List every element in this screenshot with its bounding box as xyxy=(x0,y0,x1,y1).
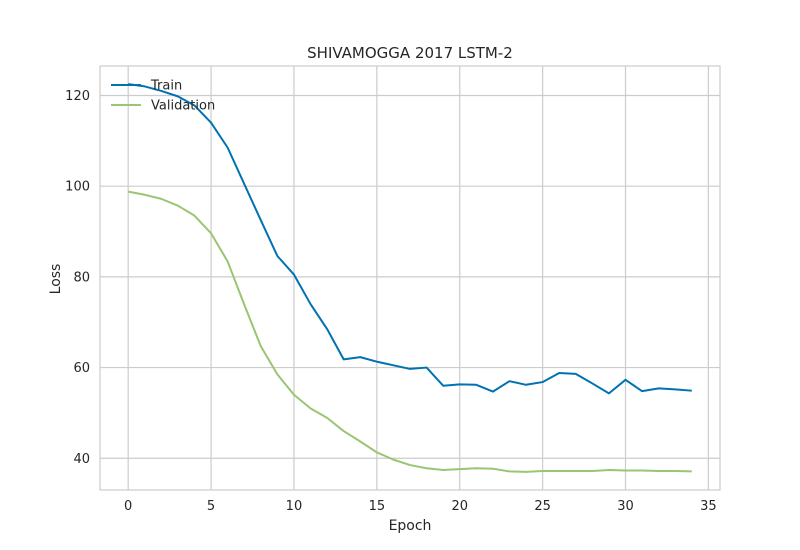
x-axis-title: Epoch xyxy=(389,518,432,534)
x-tick-label: 5 xyxy=(207,499,215,514)
x-tick-label: 30 xyxy=(617,499,634,514)
x-tick-label: 0 xyxy=(124,499,132,514)
y-tick-label: 60 xyxy=(73,361,90,376)
x-tick-label: 10 xyxy=(286,499,303,514)
y-tick-label: 40 xyxy=(73,452,90,467)
tick-labels: 0 5 10 15 20 25 30 35 40 60 80 100 120 xyxy=(65,89,716,514)
x-tick-label: 15 xyxy=(369,499,386,514)
legend-label-train: Train xyxy=(150,79,182,94)
x-tick-label: 20 xyxy=(451,499,468,514)
x-tick-label: 35 xyxy=(700,499,717,514)
grid xyxy=(100,66,720,490)
series-line-validation xyxy=(127,190,692,473)
plot-frame xyxy=(99,65,721,491)
y-axis-title: Loss xyxy=(48,264,64,295)
x-tick-label: 25 xyxy=(534,499,551,514)
chart-title: SHIVAMOGGA 2017 LSTM-2 xyxy=(307,44,513,62)
legend-label-validation: Validation xyxy=(151,99,215,114)
series-line-train xyxy=(128,83,692,395)
y-tick-label: 80 xyxy=(73,270,90,285)
y-tick-label: 100 xyxy=(65,180,90,195)
legend: Train Validation xyxy=(111,79,215,114)
series-layer xyxy=(127,83,692,473)
y-tick-label: 120 xyxy=(65,89,90,104)
